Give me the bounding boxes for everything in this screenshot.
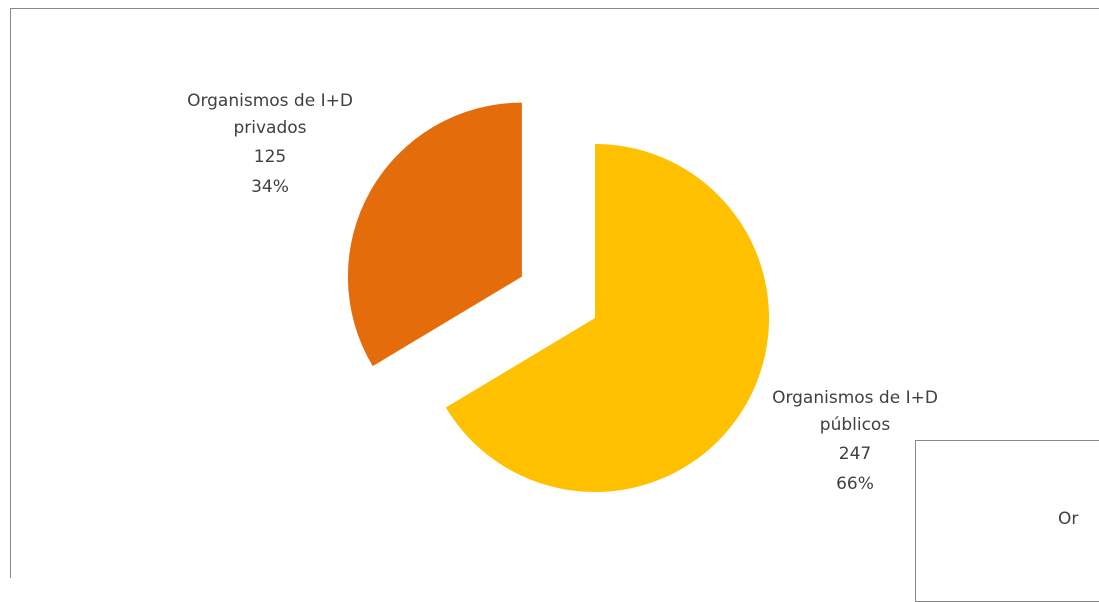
slice-value: 125 [140, 142, 400, 172]
slice-category: Organismos de I+D privados [170, 88, 370, 142]
slice-category: Organismos de I+D públicos [755, 385, 955, 439]
inset-label: Or [1058, 509, 1078, 529]
slice-percent: 34% [140, 172, 400, 202]
